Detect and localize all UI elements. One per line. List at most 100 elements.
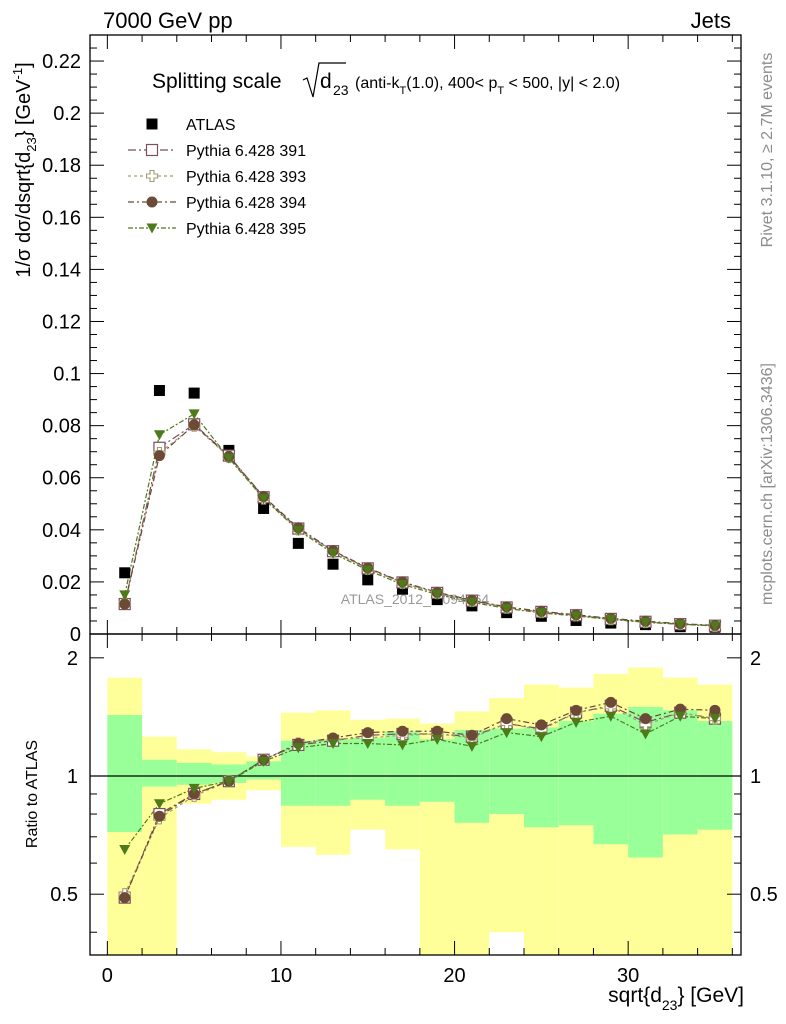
legend-label: Pythia 6.428 394 — [186, 195, 306, 212]
pythia-6-428-394-point — [153, 450, 165, 462]
y-tick-label: 0.02 — [42, 572, 81, 594]
ratio-band-inner — [315, 739, 351, 806]
ratio-y-tick-label: 0.5 — [50, 884, 78, 906]
pythia-6-428-395-point — [153, 430, 165, 441]
svg-text:d: d — [320, 70, 332, 93]
pythia-6-428-395-ratio-point — [605, 711, 617, 722]
ratio-band-inner — [176, 762, 212, 785]
pythia-6-428-394-ratio-point — [431, 725, 443, 737]
legend-marker — [145, 143, 159, 157]
y-tick-label: 0 — [70, 624, 81, 646]
pythia-6-428-395-ratio-point — [292, 743, 304, 754]
ratio-band-inner — [524, 727, 559, 828]
pythia-6-428-394-point — [188, 419, 200, 431]
axes: 0 10 20 30 0 0.02 0.04 0.06 0.08 0.1 0.12 0.14 0.16 0… — [42, 34, 778, 987]
pythia-6-428-394-ratio-point — [709, 704, 721, 716]
y-tick-label: 0.16 — [42, 207, 81, 229]
title-details-tail: (1.0), 400< p — [406, 75, 497, 92]
pythia-6-428-395-point — [223, 453, 235, 464]
legend-marker — [146, 118, 158, 130]
svg-text:(anti-kT(1.0), 400< pT < 500,: (anti-kT(1.0), 400< pT < 500, |y| < 2.0) — [355, 75, 620, 97]
atlas-point — [119, 567, 131, 579]
x-tick-label: 10 — [270, 965, 292, 987]
pythia-6-428-394-ratio-point — [396, 725, 408, 737]
pythia-6-428-395-point — [327, 548, 339, 559]
pythia-6-428-395-point — [709, 621, 721, 632]
mcplots-reference-label: mcplots.cern.ch [arXiv:1306.3436] — [759, 363, 776, 605]
pythia-6-428-395-ratio-point — [258, 756, 270, 767]
pythia-6-428-395-ratio-point — [431, 734, 443, 745]
pythia-6-428-395-point — [292, 525, 304, 536]
svg-text:23: 23 — [333, 82, 349, 98]
legend-label: Pythia 6.428 395 — [186, 221, 306, 238]
y-tick-label: 0.1 — [53, 364, 81, 386]
ratio-band-inner — [419, 739, 455, 802]
pythia-6-428-395-ratio-point — [535, 732, 547, 743]
pythia-6-428-395-point — [119, 590, 131, 601]
pythia-6-428-395-point — [431, 589, 443, 600]
pythia-6-428-394-ratio-point — [640, 713, 652, 725]
title-sqrt-sub: 23 — [333, 82, 349, 98]
pythia-6-428-394-ratio-point — [119, 892, 131, 904]
ratio-band-inner — [107, 715, 143, 833]
x-axis-label: sqrt{d23} [GeV] — [608, 984, 744, 1013]
title-details: (anti-k — [355, 75, 400, 92]
rivet-version-label: Rivet 3.1.10, ≥ 2.7M events — [759, 52, 776, 248]
pythia-6-428-395-point — [258, 494, 270, 505]
ratio-band-inner — [142, 759, 177, 787]
pythia-6-428-395-ratio-point — [153, 799, 165, 810]
title-prefix: Splitting scale — [152, 70, 282, 93]
pythia-6-428-395-ratio-point — [327, 739, 339, 750]
svg-text:Splitting scale: Splitting scale — [152, 70, 282, 93]
analysis-watermark: ATLAS_2012_I1094564 — [341, 591, 490, 607]
pythia-6-428-393-line — [124, 424, 715, 627]
title-pt-sub: T — [497, 85, 504, 97]
pythia-6-428-394-ratio-point — [362, 727, 374, 739]
atlas-point — [188, 387, 200, 399]
pythia-6-428-394-ratio-point — [535, 719, 547, 731]
atlas-point — [258, 502, 270, 514]
legend-marker — [145, 169, 159, 183]
main-y-axis-label: 1/σ dσ/dsqrt{d23} [GeV-1] — [10, 62, 39, 277]
y-tick-label: 0.08 — [42, 416, 81, 438]
pythia-6-428-395-ratio-point — [188, 783, 200, 794]
legend-label: Pythia 6.428 391 — [186, 143, 306, 160]
pythia-6-428-395-ratio-point — [362, 739, 374, 750]
ratio-frame — [89, 633, 742, 956]
ratio-band-inner — [593, 713, 629, 845]
ratio-band-inner — [697, 721, 733, 830]
atlas-point — [153, 384, 165, 396]
pythia-6-428-394-ratio-point — [153, 810, 165, 822]
ratio-y-axis-label: Ratio to ATLAS — [24, 740, 41, 848]
ratio-bands — [107, 667, 733, 955]
x-tick-label: 20 — [443, 965, 465, 987]
y-tick-label: 0.12 — [42, 311, 81, 333]
x-tick-label: 0 — [102, 965, 113, 987]
pythia-6-428-395-point — [570, 611, 582, 622]
pythia-6-428-394-ratio-point — [466, 729, 478, 741]
ratio-band-inner — [489, 728, 524, 815]
pythia-6-428-395-point — [466, 597, 478, 608]
pythia-6-428-394-ratio-line — [124, 701, 715, 898]
ratio-band-inner — [662, 710, 698, 835]
legend-marker — [146, 223, 158, 234]
pythia-6-428-395-ratio-point — [674, 711, 686, 722]
legend: ATLAS Pythia 6.428 391 Pythia 6.428 393 Pyt… — [128, 117, 306, 238]
ratio-y-tick-label: 2 — [67, 648, 78, 670]
category-label: Jets — [690, 8, 731, 33]
pythia-6-428-395-point — [605, 614, 617, 625]
pythia-6-428-395-point — [535, 608, 547, 619]
pythia-6-428-395-point — [501, 603, 513, 614]
ratio-band-inner — [558, 721, 594, 826]
pythia-6-428-394-point — [119, 598, 131, 610]
pythia-6-428-395-ratio-point — [501, 728, 513, 739]
atlas-point — [327, 558, 339, 570]
pythia-6-428-395-ratio-point — [223, 776, 235, 787]
title-details-sub: T — [399, 85, 406, 97]
pythia-6-428-395-ratio-point — [570, 717, 582, 728]
pythia-6-428-395-point — [188, 409, 200, 420]
ratio-y-tick-label-right: 2 — [750, 648, 761, 670]
energy-label: 7000 GeV pp — [103, 8, 233, 33]
pythia-6-428-395-point — [362, 565, 374, 576]
